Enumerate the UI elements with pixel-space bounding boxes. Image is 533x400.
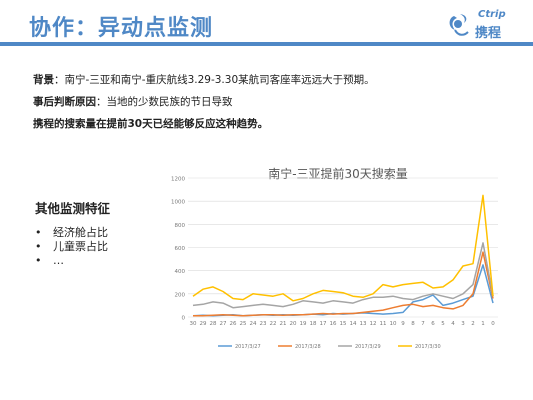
x-tick-label: 19	[300, 321, 307, 327]
x-tick-label: 6	[431, 321, 435, 327]
x-tick-label: 9	[401, 321, 405, 327]
x-tick-label: 21	[280, 321, 287, 327]
y-tick-label: 1200	[171, 177, 185, 183]
legend-label: 2017/3/30	[415, 344, 441, 350]
x-tick-label: 24	[250, 321, 257, 327]
conclusion-line: 携程的搜索量在提前30天已经能够反应这种趋势。	[33, 118, 269, 130]
x-tick-label: 2	[471, 321, 475, 327]
x-tick-label: 30	[190, 321, 197, 327]
x-tick-label: 20	[290, 321, 297, 327]
background-line: 背景：南宁-三亚和南宁-重庆航线3.29-3.30某航司客座率远远大于预期。	[33, 72, 375, 87]
x-tick-label: 18	[310, 321, 317, 327]
slide-header: 协作：异动点监测 Ctrip 携程	[0, 0, 533, 46]
x-tick-label: 25	[240, 321, 247, 327]
x-tick-label: 4	[451, 321, 455, 327]
side-title: 其他监测特征	[35, 201, 111, 216]
legend-label: 2017/3/29	[355, 344, 381, 350]
x-tick-label: 5	[441, 321, 445, 327]
ctrip-logo-icon	[449, 14, 469, 36]
chart-legend: 2017/3/27 2017/3/28 2017/3/29 2017/3/30	[218, 344, 441, 350]
side-list: • 经济舱占比 • 儿童票占比 •…	[35, 226, 108, 268]
x-tick-label: 8	[411, 321, 415, 327]
series-line-2017/3/29	[192, 242, 494, 309]
x-tick-label: 22	[270, 321, 277, 327]
x-tick-label: 10	[390, 321, 397, 327]
cause-label: 事后判断原因	[33, 96, 96, 108]
side-list-item-label: 经济舱占比	[53, 226, 108, 239]
background-text: ：南宁-三亚和南宁-重庆航线3.29-3.30某航司客座率远远大于预期。	[54, 74, 375, 86]
side-list-item: • 儿童票占比	[35, 240, 108, 253]
cause-line: 事后判断原因：当地的少数民族的节日导致	[33, 94, 233, 109]
y-tick-label: 400	[175, 269, 186, 275]
chart-grid	[188, 177, 498, 318]
header-divider	[0, 42, 533, 46]
x-tick-label: 26	[230, 321, 237, 327]
series-line-2017/3/28	[193, 251, 494, 317]
y-tick-label: 200	[175, 292, 186, 298]
y-tick-label: 0	[182, 316, 186, 322]
cause-text: ：当地的少数民族的节日导致	[96, 96, 233, 108]
x-tick-label: 1	[481, 321, 485, 327]
side-list-item: • 经济舱占比	[35, 226, 108, 239]
side-list-item-label: …	[53, 254, 64, 267]
x-tick-label: 14	[350, 321, 357, 327]
x-tick-label: 7	[421, 321, 425, 327]
x-tick-label: 3	[461, 321, 465, 327]
y-tick-label: 800	[175, 223, 186, 229]
series-line-2017/3/30	[192, 194, 494, 302]
x-tick-label: 15	[340, 321, 347, 327]
side-list-item-label: 儿童票占比	[53, 240, 108, 253]
x-axis: 30 29 28 27 26 25 24 23 22 21 20 19 18 17 16 15 14 13 12 11…	[190, 321, 496, 327]
chart-series	[192, 194, 494, 317]
x-tick-label: 12	[370, 321, 377, 327]
x-tick-label: 11	[380, 321, 387, 327]
x-tick-label: 23	[260, 321, 267, 327]
side-list-item: •…	[35, 254, 64, 267]
x-tick-label: 27	[220, 321, 227, 327]
x-tick-label: 16	[330, 321, 337, 327]
slide-title: 协作：异动点监测	[29, 16, 214, 41]
legend-label: 2017/3/27	[235, 344, 261, 350]
x-tick-label: 28	[210, 321, 217, 327]
ctrip-logo-cn: 携程	[475, 26, 502, 41]
background-label: 背景	[33, 74, 54, 86]
chart-title: 南宁-三亚提前30天搜索量	[268, 166, 408, 181]
y-axis: 0 200 400 600 800 1000 1200	[171, 177, 186, 322]
x-tick-label: 0	[491, 321, 495, 327]
x-tick-label: 13	[360, 321, 367, 327]
y-tick-label: 1000	[171, 200, 185, 206]
ctrip-logo-text: Ctrip	[478, 9, 506, 20]
y-tick-label: 600	[175, 246, 186, 252]
x-tick-label: 29	[200, 321, 207, 327]
x-tick-label: 17	[320, 321, 327, 327]
legend-label: 2017/3/28	[295, 344, 321, 350]
